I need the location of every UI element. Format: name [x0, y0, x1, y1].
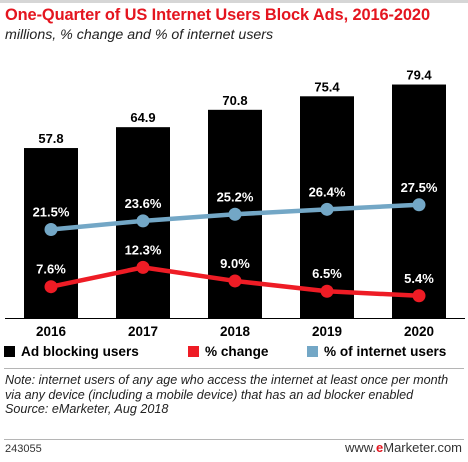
brand-e: e — [376, 440, 384, 455]
pct-change-label: 7.6% — [36, 262, 66, 277]
legend-swatch-blue — [307, 346, 318, 357]
chart-id: 243055 — [5, 443, 42, 455]
legend-label: % of internet users — [324, 344, 447, 359]
legend-swatch-red — [188, 346, 199, 357]
chart-plot: 57.8 64.9 70.8 75.4 79.4 21.5% 23.6% 25.2% 26.4%… — [5, 68, 465, 339]
internet-share-point — [412, 198, 426, 212]
pct-change-point — [320, 284, 334, 298]
pct-change-point — [44, 280, 58, 294]
internet-share-point — [44, 222, 58, 236]
internet-share-point — [228, 207, 242, 221]
internet-share-label: 27.5% — [401, 180, 438, 195]
x-tick-label: 2020 — [404, 324, 434, 339]
brand-logo: www.eMarketer.com — [345, 440, 462, 455]
legend: Ad blocking users % change % of internet… — [4, 344, 466, 366]
pct-change-label: 12.3% — [125, 242, 162, 257]
internet-share-label: 26.4% — [309, 184, 346, 199]
pct-change-label: 5.4% — [404, 271, 434, 286]
brand-suffix: .com — [433, 440, 462, 455]
chart-note: Note: internet users of any age who acce… — [5, 373, 463, 417]
pct-change-label: 9.0% — [220, 256, 250, 271]
bar-value-label: 79.4 — [406, 68, 432, 83]
bar-value-label: 75.4 — [314, 79, 340, 94]
divider — [4, 368, 464, 369]
pct-change-point — [228, 274, 242, 288]
x-tick-label: 2016 — [36, 324, 67, 339]
chart-subtitle: millions, % change and % of internet use… — [5, 27, 274, 43]
x-tick-label: 2018 — [220, 324, 251, 339]
internet-share-point — [136, 214, 150, 228]
top-border — [0, 0, 468, 3]
chart-title: One-Quarter of US Internet Users Block A… — [5, 6, 430, 24]
pct-change-point — [136, 260, 150, 274]
legend-item-pct-change: % change — [188, 344, 268, 359]
pct-change-label: 6.5% — [312, 266, 342, 281]
legend-label: Ad blocking users — [21, 344, 139, 359]
brand-prefix: www. — [344, 440, 377, 455]
internet-share-point — [320, 202, 334, 216]
legend-item-pct-internet-users: % of internet users — [307, 344, 446, 359]
source-text: Source: eMarketer, Aug 2018 — [5, 402, 169, 417]
note-text: Note: internet users of any age who acce… — [5, 373, 449, 402]
brand-rest: Marketer — [383, 440, 434, 455]
bar-value-label: 70.8 — [222, 93, 247, 108]
footer-divider — [4, 439, 464, 440]
bar-value-label: 57.8 — [38, 131, 63, 146]
bar-value-label: 64.9 — [130, 110, 155, 125]
legend-label: % change — [205, 344, 269, 359]
x-tick-label: 2017 — [128, 324, 158, 339]
internet-share-label: 21.5% — [33, 204, 70, 219]
pct-change-point — [412, 289, 426, 303]
internet-share-label: 25.2% — [217, 189, 254, 204]
legend-item-ad-blocking-users: Ad blocking users — [4, 344, 139, 359]
x-tick-label: 2019 — [312, 324, 342, 339]
legend-swatch-black — [4, 346, 15, 357]
internet-share-label: 23.6% — [125, 196, 162, 211]
